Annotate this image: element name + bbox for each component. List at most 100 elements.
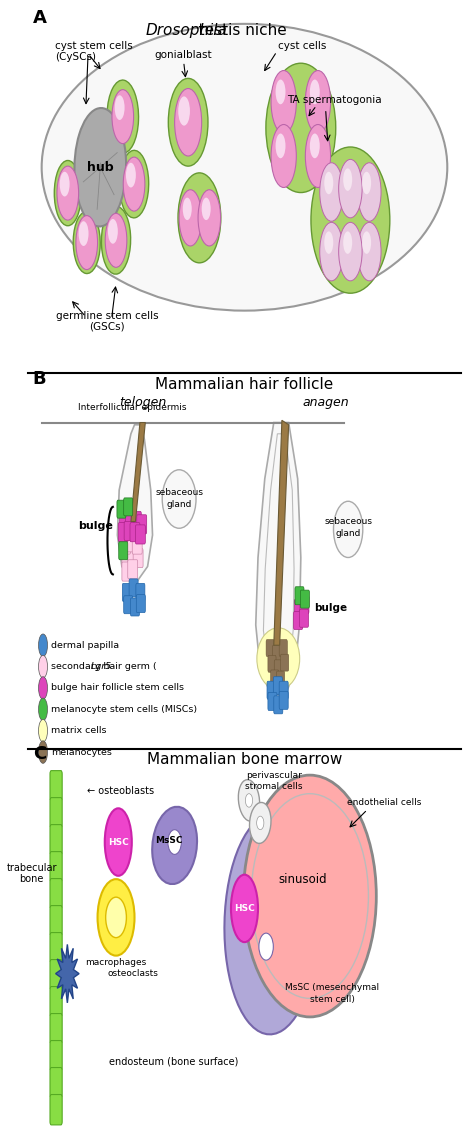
Text: matrix cells: matrix cells	[51, 726, 106, 735]
Text: (GSCs): (GSCs)	[89, 322, 125, 332]
FancyBboxPatch shape	[300, 610, 309, 628]
Text: melanocyte stem cells (MISCs): melanocyte stem cells (MISCs)	[51, 705, 197, 714]
Circle shape	[324, 172, 333, 194]
FancyBboxPatch shape	[133, 548, 143, 568]
Circle shape	[38, 676, 47, 699]
Circle shape	[357, 222, 381, 281]
Text: MsSC: MsSC	[155, 836, 182, 845]
Text: bulge: bulge	[78, 521, 113, 531]
Circle shape	[38, 634, 47, 656]
FancyBboxPatch shape	[301, 590, 310, 608]
Circle shape	[362, 231, 371, 254]
Polygon shape	[55, 945, 79, 1003]
FancyBboxPatch shape	[124, 497, 133, 516]
FancyBboxPatch shape	[124, 521, 134, 540]
Circle shape	[275, 134, 285, 159]
FancyBboxPatch shape	[266, 640, 274, 656]
Circle shape	[57, 167, 79, 220]
FancyBboxPatch shape	[268, 655, 276, 672]
FancyBboxPatch shape	[294, 599, 303, 617]
Circle shape	[108, 219, 118, 244]
FancyBboxPatch shape	[122, 562, 132, 581]
Ellipse shape	[256, 816, 264, 829]
Text: Drosophila: Drosophila	[146, 23, 227, 37]
Text: gonialblast: gonialblast	[155, 50, 212, 60]
FancyBboxPatch shape	[50, 905, 62, 936]
FancyBboxPatch shape	[127, 533, 137, 552]
Text: sebaceous: sebaceous	[324, 517, 372, 526]
Ellipse shape	[74, 108, 126, 227]
FancyBboxPatch shape	[279, 640, 287, 656]
Ellipse shape	[243, 775, 376, 1017]
FancyBboxPatch shape	[50, 1094, 62, 1125]
FancyBboxPatch shape	[50, 987, 62, 1017]
FancyBboxPatch shape	[300, 596, 309, 614]
Circle shape	[183, 197, 192, 220]
FancyBboxPatch shape	[276, 671, 284, 688]
FancyBboxPatch shape	[50, 798, 62, 828]
Ellipse shape	[246, 794, 253, 807]
Text: dermal papilla: dermal papilla	[51, 641, 119, 649]
Polygon shape	[264, 434, 294, 681]
FancyBboxPatch shape	[279, 681, 288, 699]
FancyBboxPatch shape	[122, 548, 132, 568]
Ellipse shape	[162, 470, 196, 528]
FancyBboxPatch shape	[274, 659, 283, 676]
Text: sebaceous: sebaceous	[155, 488, 203, 496]
FancyBboxPatch shape	[128, 560, 137, 579]
Ellipse shape	[251, 794, 368, 998]
Circle shape	[105, 808, 132, 876]
Ellipse shape	[119, 151, 149, 218]
Text: Lgr5: Lgr5	[91, 662, 111, 671]
Ellipse shape	[106, 897, 127, 938]
Text: endothelial cells: endothelial cells	[347, 798, 421, 807]
FancyBboxPatch shape	[279, 691, 288, 709]
Text: testis niche: testis niche	[146, 23, 287, 37]
FancyBboxPatch shape	[136, 525, 146, 544]
FancyBboxPatch shape	[118, 542, 128, 560]
FancyBboxPatch shape	[281, 654, 289, 671]
Ellipse shape	[101, 206, 131, 274]
Circle shape	[362, 172, 371, 194]
Text: gland: gland	[336, 529, 361, 538]
Ellipse shape	[257, 628, 300, 690]
Circle shape	[310, 134, 320, 159]
FancyBboxPatch shape	[50, 932, 62, 963]
Text: B: B	[33, 369, 46, 387]
Text: telogen: telogen	[119, 395, 167, 409]
Circle shape	[339, 222, 362, 281]
Circle shape	[305, 125, 330, 187]
FancyBboxPatch shape	[120, 535, 130, 554]
Text: bone: bone	[19, 875, 44, 884]
Text: HSC: HSC	[234, 904, 255, 913]
Circle shape	[343, 169, 352, 190]
Circle shape	[271, 125, 296, 187]
FancyBboxPatch shape	[273, 676, 283, 695]
Ellipse shape	[238, 780, 260, 821]
Circle shape	[310, 79, 320, 104]
Ellipse shape	[311, 147, 390, 293]
FancyBboxPatch shape	[50, 1067, 62, 1098]
Ellipse shape	[334, 501, 363, 557]
FancyBboxPatch shape	[129, 579, 138, 597]
Text: endosteum (bone surface): endosteum (bone surface)	[109, 1056, 238, 1066]
Circle shape	[343, 231, 352, 254]
FancyBboxPatch shape	[50, 960, 62, 990]
Circle shape	[320, 222, 343, 281]
Ellipse shape	[259, 934, 273, 960]
Circle shape	[105, 213, 127, 267]
Text: stem cell): stem cell)	[310, 995, 355, 1004]
FancyBboxPatch shape	[130, 598, 139, 616]
Polygon shape	[256, 423, 301, 695]
Ellipse shape	[107, 80, 138, 153]
Circle shape	[198, 189, 220, 246]
FancyBboxPatch shape	[293, 612, 302, 630]
Circle shape	[231, 875, 258, 943]
FancyBboxPatch shape	[122, 583, 131, 602]
Ellipse shape	[249, 802, 271, 843]
Text: cyst cells: cyst cells	[278, 41, 327, 51]
Text: cyst stem cells: cyst stem cells	[55, 41, 133, 51]
Circle shape	[271, 70, 296, 134]
Circle shape	[178, 96, 190, 126]
FancyBboxPatch shape	[50, 770, 62, 801]
